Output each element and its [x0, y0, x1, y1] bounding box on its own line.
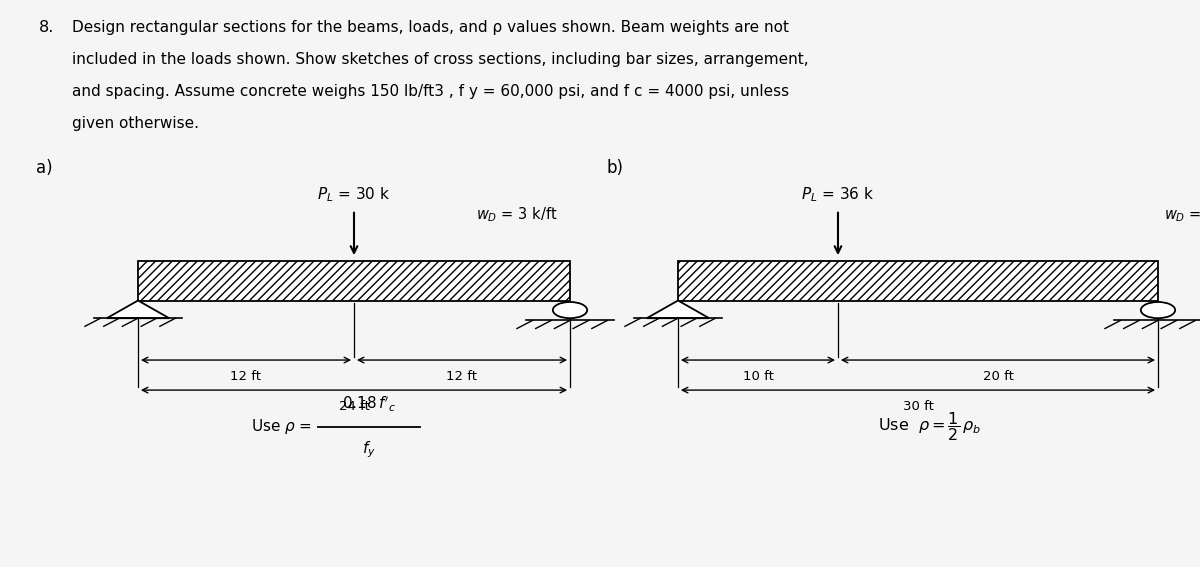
Text: Design rectangular sections for the beams, loads, and ρ values shown. Beam weigh: Design rectangular sections for the beam…: [72, 20, 790, 35]
Polygon shape: [647, 301, 709, 318]
Text: included in the loads shown. Show sketches of cross sections, including bar size: included in the loads shown. Show sketch…: [72, 52, 809, 67]
FancyBboxPatch shape: [678, 261, 1158, 301]
Text: 12 ft: 12 ft: [230, 370, 262, 383]
Text: 12 ft: 12 ft: [446, 370, 478, 383]
Circle shape: [553, 302, 587, 318]
Circle shape: [1141, 302, 1175, 318]
Bar: [138, 261, 570, 301]
Text: 8.: 8.: [38, 20, 54, 35]
Text: $w_D$ = 2 k/ft: $w_D$ = 2 k/ft: [1164, 205, 1200, 224]
Text: $w_D$ = 3 k/ft: $w_D$ = 3 k/ft: [476, 205, 558, 224]
Text: $P_L$ = 30 k: $P_L$ = 30 k: [318, 185, 390, 204]
Text: b): b): [606, 159, 623, 177]
Bar: [138, 261, 570, 301]
Bar: [678, 261, 1158, 301]
Text: Use  $\rho = \dfrac{1}{2}\,\rho_b$: Use $\rho = \dfrac{1}{2}\,\rho_b$: [878, 411, 982, 443]
Text: $P_L$ = 36 k: $P_L$ = 36 k: [802, 185, 875, 204]
FancyBboxPatch shape: [138, 261, 570, 301]
Text: and spacing. Assume concrete weighs 150 lb/ft3 , f y = 60,000 psi, and f c = 400: and spacing. Assume concrete weighs 150 …: [72, 84, 790, 99]
Bar: [678, 261, 1158, 301]
Text: 24 ft: 24 ft: [338, 400, 370, 413]
Text: Use $\rho$ =: Use $\rho$ =: [251, 417, 312, 437]
Text: a): a): [36, 159, 53, 177]
Polygon shape: [107, 301, 169, 318]
Text: 10 ft: 10 ft: [743, 370, 774, 383]
Text: $0.18\,f'_c$: $0.18\,f'_c$: [342, 395, 396, 414]
Text: 20 ft: 20 ft: [983, 370, 1014, 383]
Text: given otherwise.: given otherwise.: [72, 116, 199, 130]
Text: 30 ft: 30 ft: [902, 400, 934, 413]
Text: $f_y$: $f_y$: [362, 439, 376, 460]
